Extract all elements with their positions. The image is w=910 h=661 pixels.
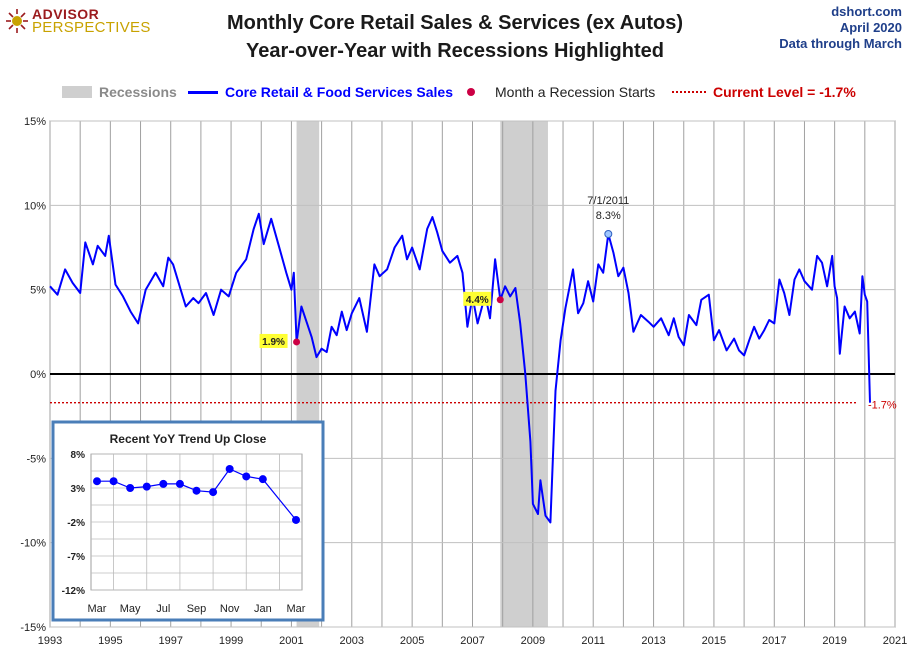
inset-x-tick-label: Nov [220,603,240,615]
inset-data-point [159,479,168,488]
chart-legend: Recessions Core Retail & Food Services S… [0,82,910,102]
legend-label: Recessions [99,84,177,100]
peak-marker [604,230,613,239]
inset-x-tick-label: May [120,603,141,615]
legend-item-recession-start: Month a Recession Starts [460,82,655,102]
legend-label: Month a Recession Starts [495,84,656,100]
x-tick-label: 2011 [581,635,605,647]
x-tick-label: 1997 [158,635,182,647]
peak-date-label: 7/1/2011 [587,195,629,207]
legend-item-series: Core Retail & Food Services Sales [188,82,453,102]
inset-data-point [292,515,300,524]
source-site: dshort.com [831,4,902,19]
chart-subtitle: Year-over-Year with Recessions Highlight… [246,40,664,62]
series-line [49,212,871,524]
x-tick-label: 2003 [340,635,364,647]
legend-label: Core Retail & Food Services Sales [225,84,453,100]
logo-line2: PERSPECTIVES [32,19,151,36]
x-tick-label: 2021 [883,635,907,647]
y-tick-label: -15% [20,622,46,634]
recession-start-label-box [463,291,492,306]
inset-y-tick-label: -7% [67,552,85,563]
inset-y-tick-label: -2% [67,518,85,529]
inset-data-point [93,477,101,486]
legend-swatch-band [62,86,92,98]
current-level-label: -1.7% [868,400,897,412]
x-tick-label: 2007 [460,635,484,647]
legend-label: Current Level = -1.7% [713,84,856,100]
inset-data-point [126,484,135,492]
inset-x-tick-label: Sep [187,603,207,615]
y-tick-label: -5% [26,453,46,465]
logo-sunburst-icon [6,9,28,33]
inset-data-point [242,472,251,481]
inset-plot: Recent YoY Trend Up Close8%3%-2%-7%-12%M… [51,420,325,622]
inset-y-tick-label: -12% [62,586,85,597]
inset-data-point [175,479,184,488]
x-tick-label: 2019 [822,635,846,647]
advisor-perspectives-logo: ADVISOR PERSPECTIVES [6,6,150,38]
recession-start-dot [496,296,504,304]
recession-start-label-box [259,333,288,348]
inset-data-point [109,477,118,486]
inset-x-tick-label: Mar [287,603,306,615]
inset-title: Recent YoY Trend Up Close [110,432,267,446]
inset-data-point [142,482,151,491]
recession-start-label: 4.4% [466,295,489,306]
recession-start-label: 1.9% [262,337,285,348]
publish-date: April 2020 [839,20,902,35]
inset-x-tick-label: Mar [88,603,107,615]
x-tick-label: 1993 [38,635,62,647]
legend-swatch-dot [467,88,475,96]
legend-swatch-line [188,90,218,94]
legend-item-recessions: Recessions [62,82,177,102]
y-tick-label: 15% [24,116,46,128]
legend-swatch-dotted [672,91,706,93]
x-tick-label: 2015 [702,635,726,647]
x-tick-label: 2005 [400,635,424,647]
legend-item-current-level: Current Level = -1.7% [672,82,856,102]
x-tick-label: 1995 [98,635,122,647]
y-tick-label: -10% [20,538,46,550]
recession-start-dot [293,338,301,346]
logo-line1: ADVISOR [32,6,100,22]
y-tick-label: 0% [30,369,46,381]
inset-y-tick-label: 3% [71,484,86,495]
x-tick-label: 2017 [762,635,786,647]
peak-value-label: 8.3% [596,210,621,222]
inset-data-point [192,486,201,495]
x-tick-label: 2009 [521,635,545,647]
y-tick-label: 5% [30,285,46,297]
inset-data-point [258,475,267,484]
inset-data-point [209,488,218,497]
inset-y-tick-label: 8% [71,450,86,461]
y-tick-label: 10% [24,200,46,212]
inset-x-tick-label: Jan [254,603,272,615]
x-tick-label: 2001 [279,635,303,647]
inset-x-tick-label: Jul [156,603,170,615]
x-tick-label: 2013 [641,635,665,647]
chart-title: Monthly Core Retail Sales & Services (ex… [226,12,684,34]
data-through-note: Data through March [779,36,902,51]
x-tick-label: 1999 [219,635,243,647]
inset-data-point [225,464,234,473]
